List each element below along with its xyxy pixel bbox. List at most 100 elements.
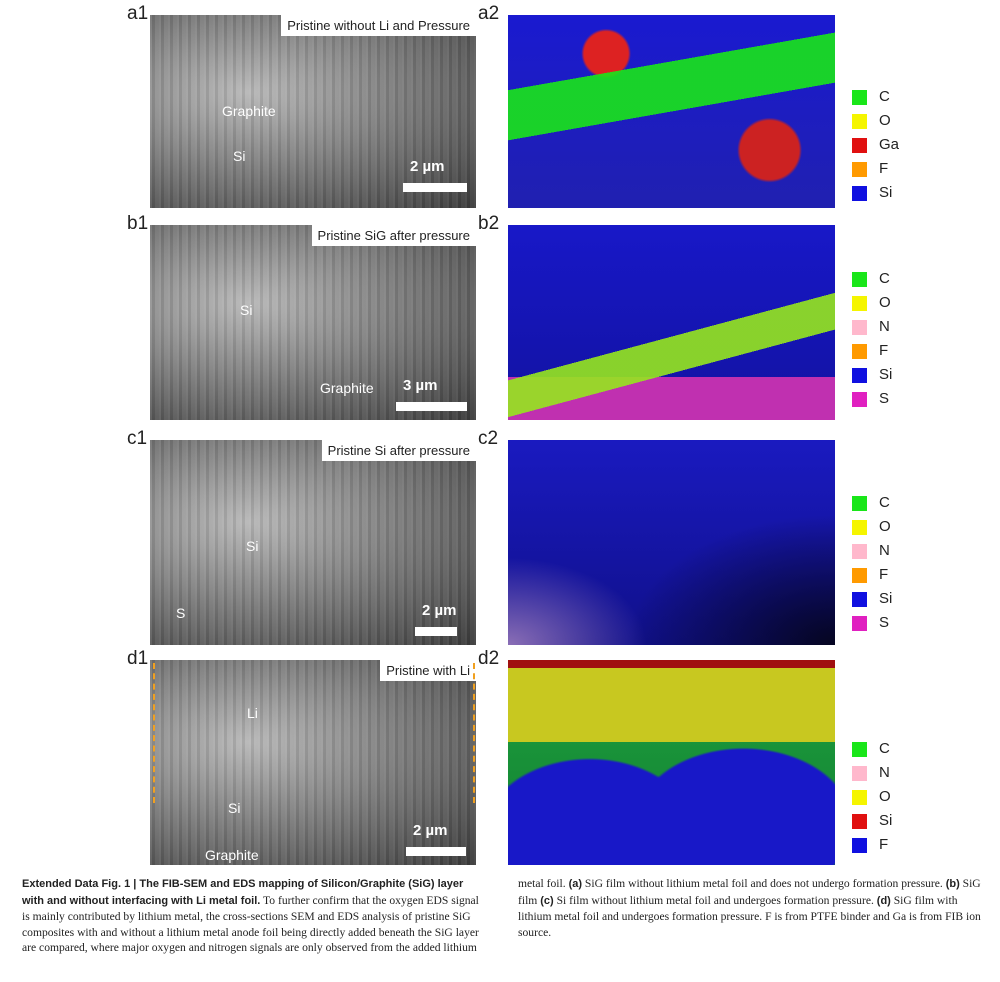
legend-item: O xyxy=(852,294,891,311)
eds-map xyxy=(508,660,835,865)
legend-swatch xyxy=(852,615,867,631)
legend-label: Si xyxy=(879,366,893,383)
sem-title: Pristine without Li and Pressure xyxy=(281,15,476,36)
legend-label: C xyxy=(879,740,890,757)
caption-heading: Extended Data Fig. 1 | The FIB-SEM and E… xyxy=(22,878,464,907)
eds-map xyxy=(508,15,835,208)
legend-swatch xyxy=(852,137,867,153)
sem-image: Pristine without Li and Pressure Graphite… xyxy=(150,15,476,208)
legend-item: F xyxy=(852,342,888,359)
panel-label: d1 xyxy=(127,648,149,669)
scale-bar-label: 2 µm xyxy=(410,158,445,175)
annotation: Li xyxy=(247,705,258,721)
annotation: Si xyxy=(240,302,253,318)
panel-label: c2 xyxy=(478,428,499,449)
annotation: Graphite xyxy=(320,380,374,396)
panel-label: a2 xyxy=(478,3,500,24)
caption-item-text: Si film without lithium metal foil and u… xyxy=(556,893,874,907)
panel-label: d2 xyxy=(478,648,500,669)
annotation: Graphite xyxy=(222,103,276,119)
sem-image: Pristine Si after pressure Si S xyxy=(150,440,476,645)
legend-item: F xyxy=(852,836,888,853)
legend-swatch xyxy=(852,391,867,407)
legend-item: O xyxy=(852,788,891,805)
legend-label: Si xyxy=(879,184,893,201)
legend-item: O xyxy=(852,518,891,535)
legend-item: F xyxy=(852,566,888,583)
scale-bar-label: 2 µm xyxy=(422,602,457,619)
sem-title: Pristine with Li xyxy=(380,660,476,681)
scale-bar-label: 2 µm xyxy=(413,822,448,839)
legend-label: C xyxy=(879,270,890,287)
sem-image: Pristine with Li Li Si Graphite xyxy=(150,660,476,865)
legend-label: F xyxy=(879,566,889,583)
legend-label: S xyxy=(879,390,890,407)
scale-bar xyxy=(415,627,457,636)
annotation: Si xyxy=(246,538,259,554)
legend-swatch xyxy=(852,113,867,129)
legend-swatch xyxy=(852,495,867,511)
legend-swatch xyxy=(852,543,867,559)
panel-label: b2 xyxy=(478,213,500,234)
legend-item: Si xyxy=(852,590,892,607)
caption-body: To further confirm that the oxygen EDS s… xyxy=(22,877,566,954)
legend-item: Si xyxy=(852,184,892,201)
legend-label: Si xyxy=(879,812,893,829)
legend-swatch xyxy=(852,567,867,583)
caption-item-label: (a) xyxy=(568,878,583,890)
legend-item: Si xyxy=(852,812,892,829)
legend-swatch xyxy=(852,295,867,311)
legend-item: C xyxy=(852,270,890,287)
figure: a1 a2 Pristine without Li and Pressure Grap… xyxy=(127,3,899,865)
caption-item-label: (c) xyxy=(540,894,554,907)
legend-label: Ga xyxy=(879,136,900,153)
legend-swatch xyxy=(852,741,867,757)
legend-swatch xyxy=(852,813,867,829)
legend-label: O xyxy=(879,112,891,129)
eds-map xyxy=(508,440,835,645)
annotation: S xyxy=(176,605,186,621)
legend-item: Si xyxy=(852,366,892,383)
caption-item-text: SiG film with lithium metal foil and und… xyxy=(518,893,958,924)
caption-item-label: (d) xyxy=(876,894,891,907)
legend-item: S xyxy=(852,390,889,407)
legend-label: N xyxy=(879,764,890,781)
legend-label: N xyxy=(879,542,890,559)
legend-label: S xyxy=(879,614,890,631)
caption: Extended Data Fig. 1 | The FIB-SEM and E… xyxy=(22,876,982,956)
legend-label: O xyxy=(879,518,891,535)
panel-label: c1 xyxy=(127,428,148,449)
annotation: Graphite xyxy=(205,847,259,863)
caption-item-text: SiG film without lithium metal foil and … xyxy=(584,877,943,890)
panel-label: a1 xyxy=(127,3,149,24)
sem-title: Pristine SiG after pressure xyxy=(311,225,476,246)
legend-item: Ga xyxy=(852,136,899,153)
scale-bar-label: 3 µm xyxy=(403,377,438,394)
eds-map xyxy=(508,225,835,420)
sem-image: Pristine SiG after pressure Si Graphite xyxy=(150,225,476,420)
legend-label: O xyxy=(879,788,891,805)
legend-label: N xyxy=(879,318,890,335)
legend-label: F xyxy=(879,836,889,853)
legend-item: N xyxy=(852,318,890,335)
legend-item: C xyxy=(852,88,890,105)
scale-bar xyxy=(403,183,467,192)
legend-swatch xyxy=(852,519,867,535)
scale-bar xyxy=(396,402,467,411)
legend-item: F xyxy=(852,160,888,177)
legend-swatch xyxy=(852,765,867,781)
legend-swatch xyxy=(852,271,867,287)
legend-label: F xyxy=(879,342,889,359)
legend-label: C xyxy=(879,88,890,105)
legend-item: N xyxy=(852,542,890,559)
legend-swatch xyxy=(852,367,867,383)
legend-swatch xyxy=(852,89,867,105)
legend-label: C xyxy=(879,494,890,511)
legend-label: O xyxy=(879,294,891,311)
panel-label: b1 xyxy=(127,213,149,234)
legend-swatch xyxy=(852,343,867,359)
legend-swatch xyxy=(852,161,867,177)
legend-item: C xyxy=(852,740,890,757)
legend-label: Si xyxy=(879,590,893,607)
